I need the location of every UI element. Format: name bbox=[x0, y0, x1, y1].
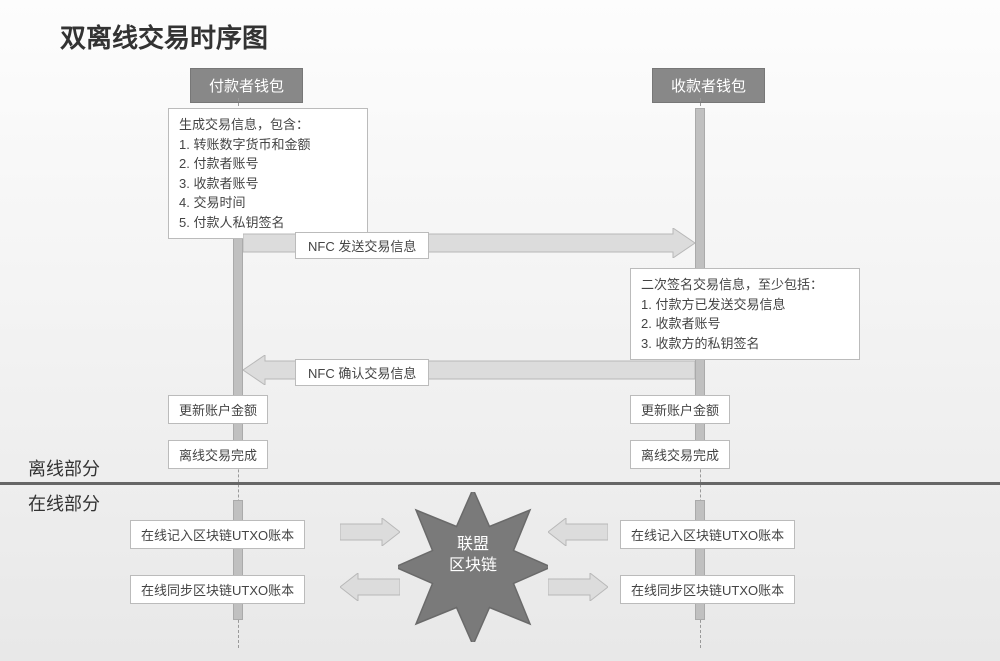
arrow-write-right bbox=[548, 518, 608, 546]
note-item: 3. 收款方的私钥签名 bbox=[641, 334, 849, 354]
diagram-title: 双离线交易时序图 bbox=[60, 18, 268, 55]
box-sync-ledger-right: 在线同步区块链UTXO账本 bbox=[620, 575, 795, 604]
box-update-amount-left: 更新账户金额 bbox=[168, 395, 268, 424]
note-item: 1. 转账数字货币和金额 bbox=[179, 135, 357, 155]
center-star-label: 联盟 区块链 bbox=[423, 535, 523, 577]
section-divider bbox=[0, 482, 1000, 485]
section-online-label: 在线部分 bbox=[28, 490, 100, 516]
arrow-sync-left bbox=[340, 573, 400, 601]
note-header: 二次签名交易信息，至少包括： bbox=[641, 275, 849, 295]
note-item: 1. 付款方已发送交易信息 bbox=[641, 295, 849, 315]
note-item: 4. 交易时间 bbox=[179, 193, 357, 213]
note-item: 2. 收款者账号 bbox=[641, 314, 849, 334]
box-sync-ledger-left: 在线同步区块链UTXO账本 bbox=[130, 575, 305, 604]
msg-send-label: NFC 发送交易信息 bbox=[295, 232, 429, 259]
star-line2: 区块链 bbox=[449, 557, 497, 574]
note-header: 生成交易信息，包含： bbox=[179, 115, 357, 135]
box-update-amount-right: 更新账户金额 bbox=[630, 395, 730, 424]
box-write-ledger-right: 在线记入区块链UTXO账本 bbox=[620, 520, 795, 549]
star-line1: 联盟 bbox=[457, 536, 489, 553]
note-payer-generate: 生成交易信息，包含： 1. 转账数字货币和金额 2. 付款者账号 3. 收款者账… bbox=[168, 108, 368, 239]
box-offline-done-left: 离线交易完成 bbox=[168, 440, 268, 469]
note-payee-sign: 二次签名交易信息，至少包括： 1. 付款方已发送交易信息 2. 收款者账号 3.… bbox=[630, 268, 860, 360]
box-write-ledger-left: 在线记入区块链UTXO账本 bbox=[130, 520, 305, 549]
note-item: 2. 付款者账号 bbox=[179, 154, 357, 174]
msg-confirm-label: NFC 确认交易信息 bbox=[295, 359, 429, 386]
box-offline-done-right: 离线交易完成 bbox=[630, 440, 730, 469]
note-item: 3. 收款者账号 bbox=[179, 174, 357, 194]
lifeline-head-payee: 收款者钱包 bbox=[652, 68, 765, 103]
arrow-sync-right bbox=[548, 573, 608, 601]
arrow-write-left bbox=[340, 518, 400, 546]
lifeline-head-payer: 付款者钱包 bbox=[190, 68, 303, 103]
section-offline-label: 离线部分 bbox=[28, 455, 100, 481]
